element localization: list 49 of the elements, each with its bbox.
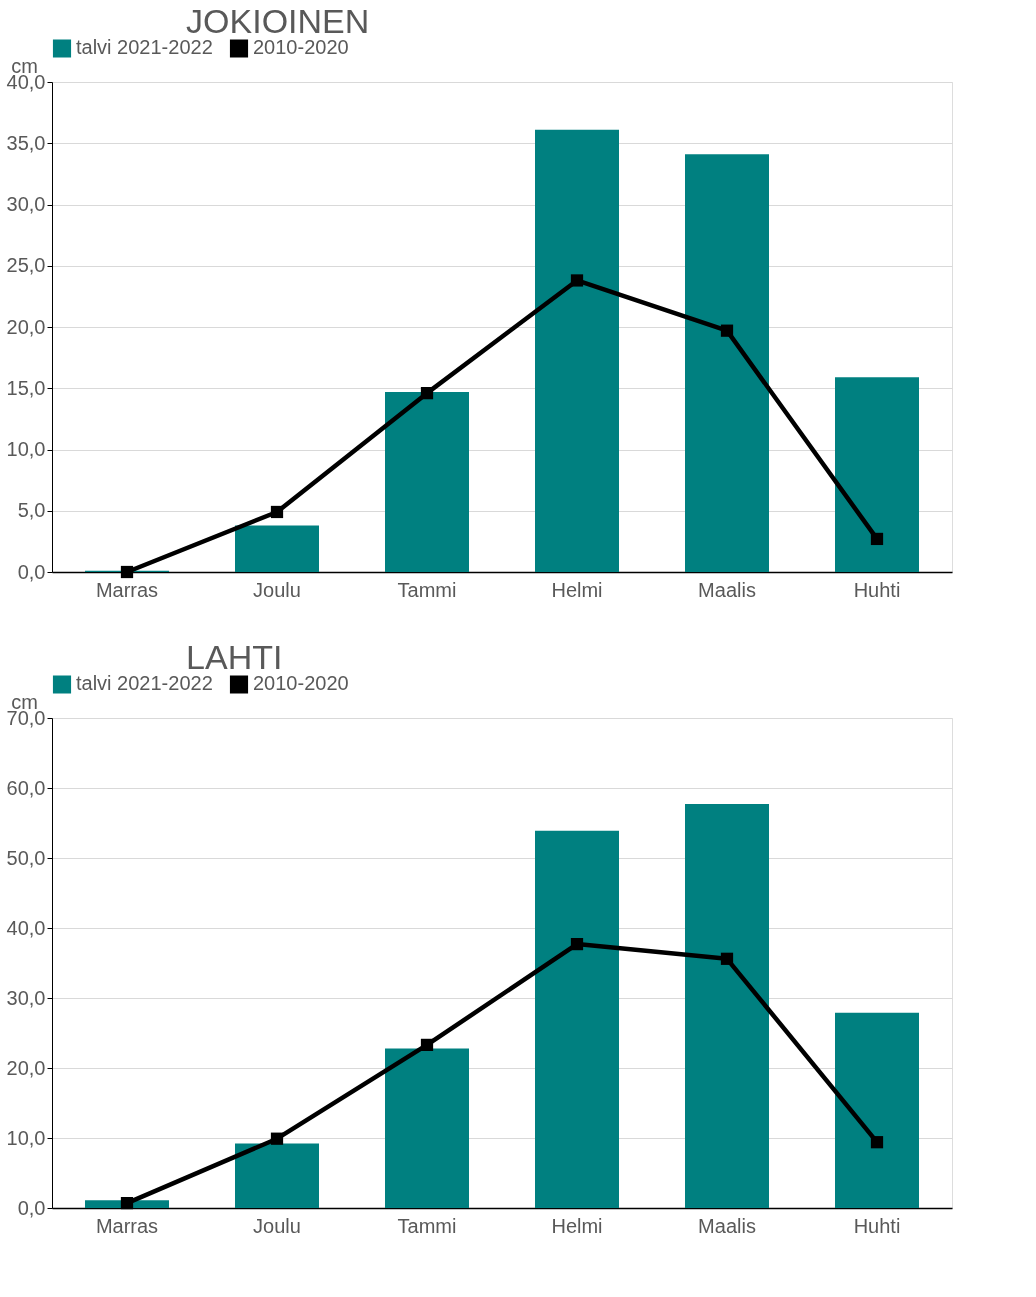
x-tick-label: Joulu <box>253 1214 301 1237</box>
point <box>870 1136 884 1149</box>
y-tick-label: 20,0 <box>6 1056 46 1079</box>
bar <box>385 391 469 572</box>
y-tick-label: 0,0 <box>17 1196 46 1219</box>
bar <box>535 129 619 572</box>
y-tick-label: 30,0 <box>6 986 46 1009</box>
point <box>270 505 284 519</box>
y-tick-label: 50,0 <box>6 846 46 869</box>
x-tick-label: Huhti <box>853 578 901 601</box>
bar <box>685 154 769 572</box>
point <box>720 952 734 965</box>
x-tick-label: Marras <box>95 578 159 601</box>
bar <box>235 1143 319 1208</box>
y-tick-label: 40,0 <box>6 916 46 939</box>
x-tick-label: Maalis <box>698 1214 756 1237</box>
y-tick-label: 0,0 <box>17 560 46 583</box>
y-tick-label: 10,0 <box>6 1126 46 1149</box>
point <box>720 324 734 337</box>
point <box>870 532 884 546</box>
point <box>420 387 434 400</box>
bar <box>235 525 319 572</box>
point <box>420 1038 434 1052</box>
y-tick-label: 30,0 <box>6 193 46 215</box>
point <box>570 937 584 951</box>
y-tick-label: 25,0 <box>6 254 46 277</box>
point <box>120 565 134 579</box>
bar <box>835 1012 919 1208</box>
y-tick-label: 20,0 <box>6 315 46 338</box>
y-tick-label: 5,0 <box>17 499 46 522</box>
x-tick-label: Tammi <box>397 578 457 601</box>
x-tick-label: Joulu <box>253 578 301 601</box>
point <box>120 1196 134 1210</box>
y-tick-label: 15,0 <box>6 376 46 399</box>
x-tick-label: Huhti <box>853 1214 901 1237</box>
x-tick-label: Maalis <box>698 578 756 601</box>
bar <box>685 804 769 1208</box>
x-tick-label: Tammi <box>397 1214 457 1237</box>
bar <box>535 830 619 1208</box>
point <box>570 274 584 287</box>
x-tick-label: Helmi <box>551 578 603 601</box>
y-tick-label: 10,0 <box>6 438 46 460</box>
x-tick-label: Helmi <box>551 1214 603 1237</box>
bar <box>835 377 919 572</box>
point <box>270 1132 284 1145</box>
y-tick-label: 35,0 <box>6 131 46 154</box>
x-tick-label: Marras <box>95 1214 159 1237</box>
bar <box>385 1048 469 1208</box>
y-tick-label: 60,0 <box>6 776 46 799</box>
